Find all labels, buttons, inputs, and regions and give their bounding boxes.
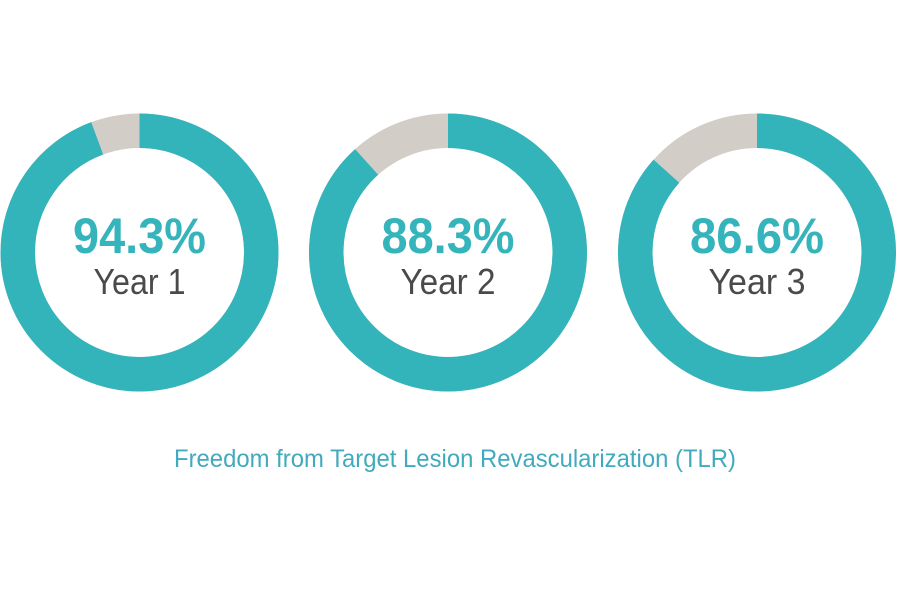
- svg-text:Year 2: Year 2: [401, 261, 496, 302]
- svg-text:88.3%: 88.3%: [382, 208, 515, 264]
- svg-text:Year 1: Year 1: [94, 261, 186, 302]
- svg-text:Freedom from Target Lesion Rev: Freedom from Target Lesion Revasculariza…: [174, 445, 736, 473]
- svg-text:94.3%: 94.3%: [73, 208, 206, 264]
- svg-text:86.6%: 86.6%: [690, 208, 824, 264]
- svg-text:Year 3: Year 3: [709, 261, 806, 302]
